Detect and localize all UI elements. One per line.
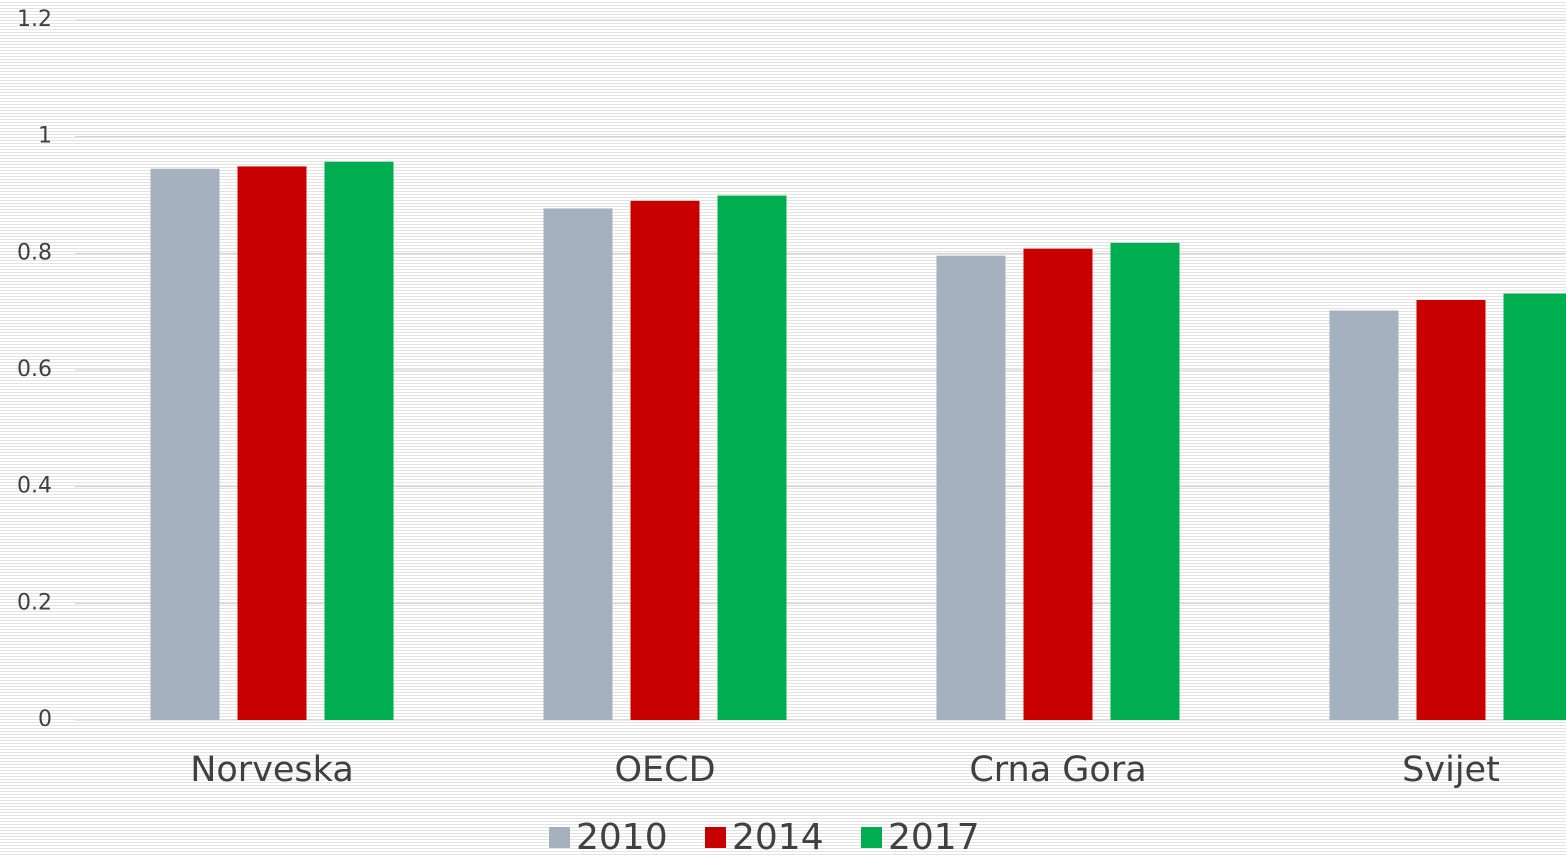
bar bbox=[1416, 300, 1486, 720]
legend-label: 2017 bbox=[888, 817, 980, 855]
x-tick-label: Svijet bbox=[1402, 750, 1500, 790]
legend-swatch bbox=[705, 827, 726, 848]
legend-swatch bbox=[549, 827, 570, 848]
bar bbox=[1503, 293, 1566, 720]
bar bbox=[324, 161, 394, 720]
bar bbox=[1110, 242, 1180, 721]
y-tick-label: 0.6 bbox=[17, 357, 52, 382]
x-tick-label: OECD bbox=[614, 750, 715, 790]
y-tick-label: 1 bbox=[38, 124, 52, 149]
bar bbox=[630, 200, 700, 721]
bar bbox=[543, 208, 613, 720]
y-tick-label: 1.2 bbox=[17, 7, 52, 32]
legend-label: 2014 bbox=[732, 817, 824, 855]
bar bbox=[1023, 248, 1093, 720]
bar bbox=[237, 166, 307, 720]
legend-label: 2010 bbox=[576, 817, 668, 855]
y-tick-label: 0.8 bbox=[17, 240, 52, 265]
bar bbox=[1329, 310, 1399, 720]
bar bbox=[936, 255, 1006, 720]
y-tick-label: 0.2 bbox=[17, 590, 52, 615]
bar bbox=[150, 168, 220, 720]
y-tick-label: 0 bbox=[38, 707, 52, 732]
y-tick-label: 0.4 bbox=[17, 474, 52, 499]
legend-swatch bbox=[861, 827, 882, 848]
x-tick-label: Crna Gora bbox=[969, 750, 1146, 790]
bar bbox=[717, 195, 787, 721]
x-tick-label: Norveska bbox=[190, 750, 354, 790]
